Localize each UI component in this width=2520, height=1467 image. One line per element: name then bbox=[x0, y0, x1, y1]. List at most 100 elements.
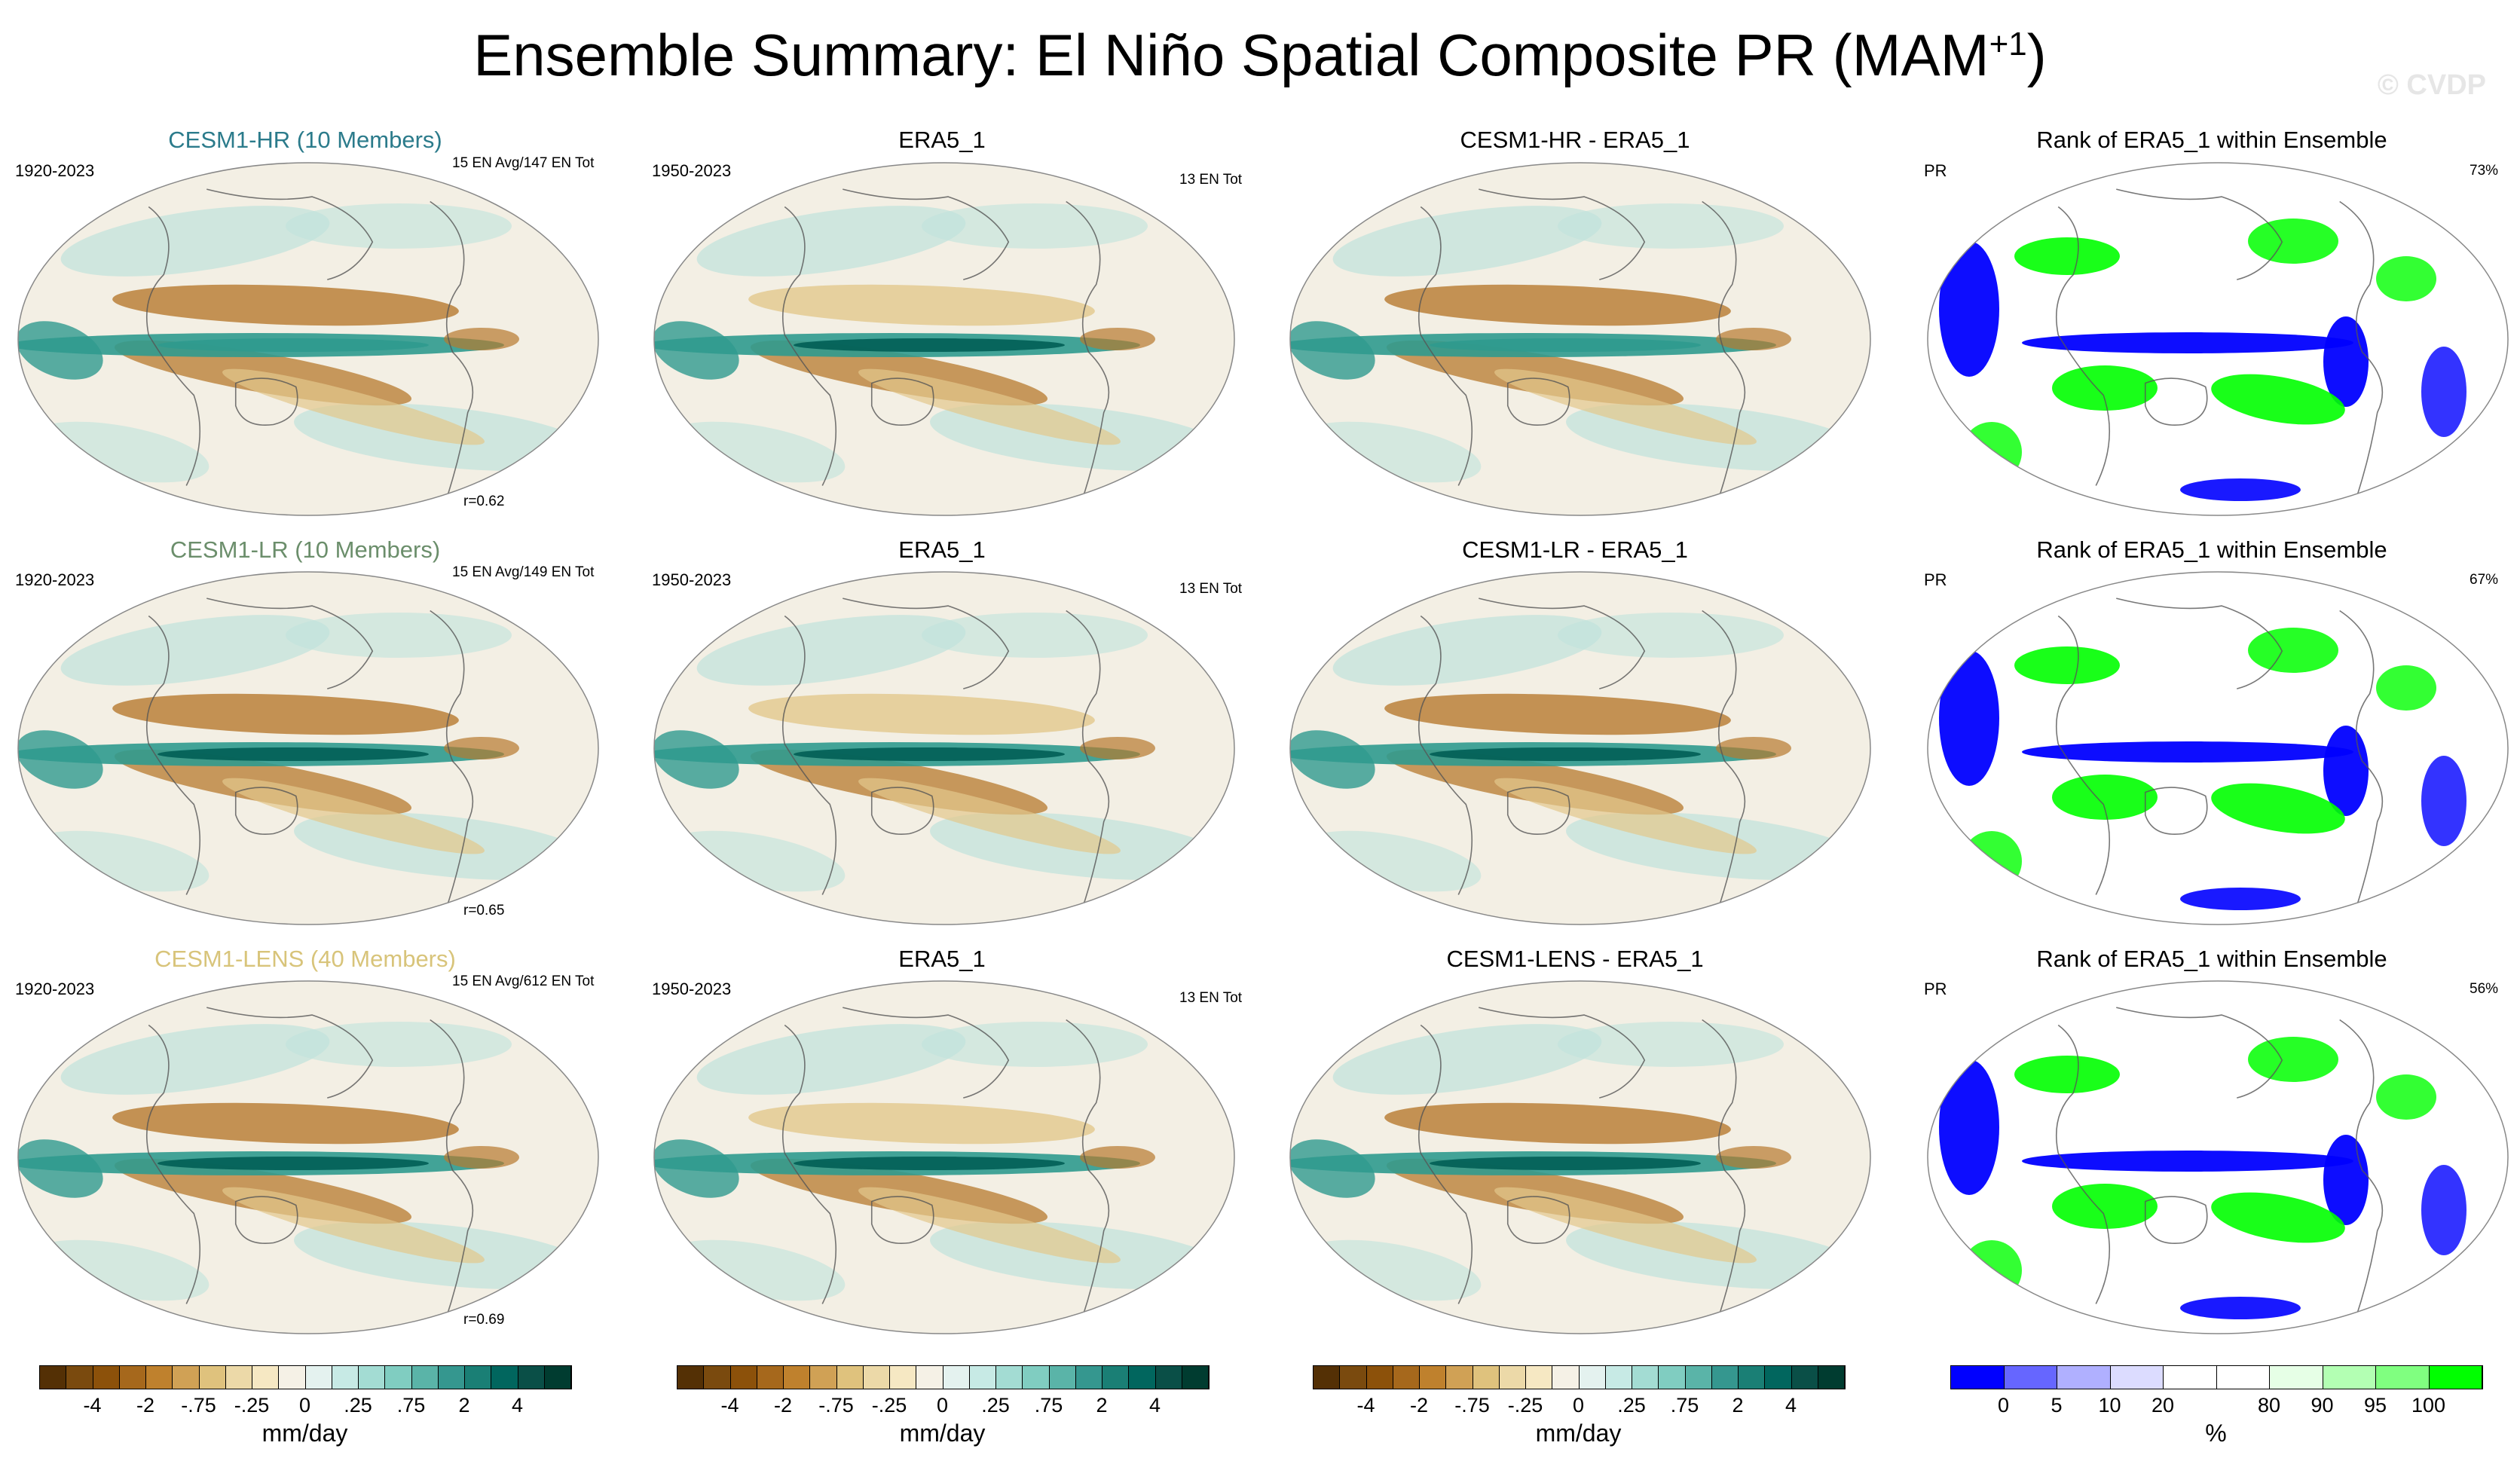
colorbar-swatch bbox=[969, 1366, 996, 1389]
map-diff-row2 bbox=[1289, 571, 1871, 925]
colorbar-swatches bbox=[677, 1365, 1210, 1389]
colorbar-swatch bbox=[1314, 1366, 1341, 1389]
panel-years-model: 1920-2023 bbox=[15, 161, 95, 180]
panel-corr-model: r=0.69 bbox=[463, 1312, 505, 1328]
colorbar-swatch bbox=[279, 1366, 306, 1389]
panel-title-rank: Rank of ERA5_1 within Ensemble bbox=[2036, 536, 2387, 563]
colorbar-swatch bbox=[1765, 1366, 1792, 1389]
colorbar-swatch bbox=[199, 1366, 226, 1389]
colorbar-swatch bbox=[1340, 1366, 1367, 1389]
map-diff-row1 bbox=[1289, 162, 1871, 516]
colorbar-tick-label: 5 bbox=[2051, 1394, 2063, 1417]
panel-var-rank: PR bbox=[1924, 570, 1947, 589]
colorbar-swatch bbox=[359, 1366, 386, 1389]
colorbar-swatch bbox=[1499, 1366, 1526, 1389]
panel-corr-model: r=0.62 bbox=[463, 494, 505, 509]
colorbar-swatches bbox=[39, 1365, 572, 1389]
colorbar-tick-label: 4 bbox=[1148, 1394, 1161, 1417]
colorbar-swatch bbox=[2216, 1366, 2270, 1389]
colorbar-swatch bbox=[491, 1366, 518, 1389]
colorbar-swatch bbox=[305, 1366, 332, 1389]
colorbar-tick-label: .25 bbox=[1617, 1394, 1646, 1417]
colorbar-swatch bbox=[2164, 1366, 2217, 1389]
colorbar-swatch bbox=[518, 1366, 545, 1389]
colorbar-tick-label: -4 bbox=[1356, 1394, 1375, 1417]
colorbar-units: mm/day bbox=[261, 1420, 348, 1447]
panel-title-rank: Rank of ERA5_1 within Ensemble bbox=[2036, 127, 2387, 153]
colorbar-swatch bbox=[2004, 1366, 2057, 1389]
colorbar-tick-label: -2 bbox=[1409, 1394, 1429, 1417]
colorbar-swatch bbox=[1711, 1366, 1739, 1389]
panel-title-rank: Rank of ERA5_1 within Ensemble bbox=[2036, 946, 2387, 972]
panel-stats-obs: 13 EN Tot bbox=[1179, 172, 1243, 188]
colorbar-swatch bbox=[40, 1366, 67, 1389]
colorbar-swatch bbox=[2110, 1366, 2164, 1389]
panel-corr-model: r=0.65 bbox=[463, 903, 505, 918]
colorbar-swatch bbox=[1685, 1366, 1712, 1389]
colorbar-swatch bbox=[730, 1366, 757, 1389]
panel-pct-rank: 67% bbox=[2470, 572, 2499, 588]
panel-years-model: 1920-2023 bbox=[15, 570, 95, 589]
colorbar-tick-label: .75 bbox=[1034, 1394, 1063, 1417]
colorbar-swatch bbox=[385, 1366, 412, 1389]
panel-pct-rank: 73% bbox=[2470, 163, 2499, 179]
colorbar-swatch bbox=[411, 1366, 439, 1389]
panel-title-diff: CESM1-HR - ERA5_1 bbox=[1460, 127, 1690, 153]
colorbar-swatch bbox=[1791, 1366, 1818, 1389]
colorbar-swatch bbox=[1049, 1366, 1076, 1389]
map-obs-row3 bbox=[653, 980, 1235, 1334]
colorbar-tick-label: .25 bbox=[344, 1394, 372, 1417]
colorbar-tick-label: 4 bbox=[1784, 1394, 1797, 1417]
colorbar-tick-label: -.25 bbox=[1507, 1394, 1543, 1417]
colorbar-swatch bbox=[677, 1366, 705, 1389]
map-obs-row2 bbox=[653, 571, 1235, 925]
colorbar-swatch bbox=[1526, 1366, 1553, 1389]
cvdp-watermark: © CVDP bbox=[2377, 69, 2486, 101]
colorbar-swatch bbox=[225, 1366, 252, 1389]
panel-var-rank: PR bbox=[1924, 980, 1947, 998]
colorbar-diff: -4 -2 -.75 -.25 0 .25 .75 2 4 mm/day bbox=[1313, 1365, 1846, 1456]
panel-title-model: CESM1-LR (10 Members) bbox=[170, 536, 441, 563]
colorbar-tick-label: -2 bbox=[136, 1394, 155, 1417]
colorbar-swatch bbox=[757, 1366, 784, 1389]
colorbar-swatch bbox=[146, 1366, 173, 1389]
colorbar-swatch bbox=[1579, 1366, 1606, 1389]
map-model-row3 bbox=[17, 980, 599, 1334]
panel-title-obs: ERA5_1 bbox=[898, 536, 986, 563]
colorbar-tick-label: 10 bbox=[2098, 1394, 2121, 1417]
colorbar-swatch bbox=[2323, 1366, 2376, 1389]
colorbar-rank: 0 5 10 20 80 90 95 100% bbox=[1950, 1365, 2483, 1456]
panel-years-model: 1920-2023 bbox=[15, 980, 95, 998]
panel-stats-model: 15 EN Avg/612 EN Tot bbox=[452, 973, 595, 989]
colorbar-tick-label: .75 bbox=[1670, 1394, 1699, 1417]
colorbar-units: % bbox=[2205, 1420, 2227, 1447]
colorbar-swatch bbox=[438, 1366, 465, 1389]
panel-years-obs: 1950-2023 bbox=[652, 980, 732, 998]
colorbar-swatch bbox=[1632, 1366, 1659, 1389]
panel-years-obs: 1950-2023 bbox=[652, 161, 732, 180]
colorbar-swatch bbox=[836, 1366, 864, 1389]
colorbar-tick-label: 0 bbox=[936, 1394, 949, 1417]
map-model-row1 bbox=[17, 162, 599, 516]
colorbar-swatch bbox=[1366, 1366, 1393, 1389]
colorbar-tick-label: 2 bbox=[458, 1394, 470, 1417]
colorbar-tick-label: -4 bbox=[720, 1394, 739, 1417]
colorbar-swatch bbox=[119, 1366, 146, 1389]
colorbar-obs: -4 -2 -.75 -.25 0 .25 .75 2 4 mm/day bbox=[677, 1365, 1210, 1456]
colorbar-tick-label: .25 bbox=[981, 1394, 1010, 1417]
colorbar-swatch bbox=[1075, 1366, 1102, 1389]
colorbar-tick-label: .75 bbox=[396, 1394, 426, 1417]
colorbar-tick-label: -.25 bbox=[871, 1394, 907, 1417]
panel-title-model: CESM1-HR (10 Members) bbox=[168, 127, 442, 153]
panel-title-obs: ERA5_1 bbox=[898, 127, 986, 153]
colorbar-tick-label: -4 bbox=[83, 1394, 102, 1417]
panel-title-diff: CESM1-LR - ERA5_1 bbox=[1462, 536, 1688, 563]
colorbar-swatch bbox=[2270, 1366, 2323, 1389]
colorbar-tick-label: 2 bbox=[1732, 1394, 1744, 1417]
colorbar-swatch bbox=[1446, 1366, 1473, 1389]
colorbar-tick-label: 0 bbox=[298, 1394, 311, 1417]
colorbar-tick-label: -.75 bbox=[181, 1394, 216, 1417]
colorbar-tick-label: 2 bbox=[1096, 1394, 1108, 1417]
panel-stats-model: 15 EN Avg/147 EN Tot bbox=[452, 155, 595, 171]
colorbar-swatch bbox=[1552, 1366, 1580, 1389]
